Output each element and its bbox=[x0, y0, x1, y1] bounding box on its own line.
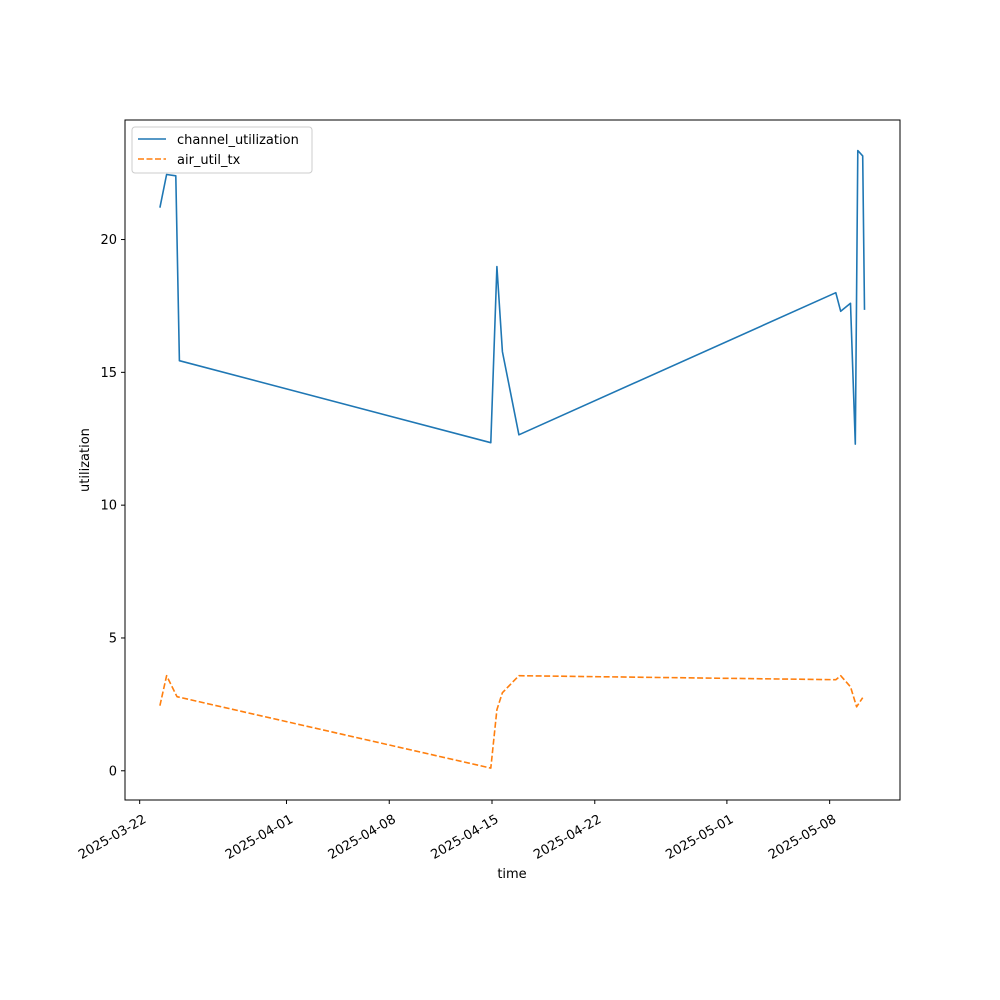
series-line-channel-utilization bbox=[159, 149, 866, 445]
y-axis-label: utilization bbox=[78, 428, 93, 492]
y-tick-label: 15 bbox=[100, 366, 117, 381]
legend-label-channel-utilization: channel_utilization bbox=[177, 133, 299, 148]
series-layer bbox=[159, 149, 866, 769]
plot-frame bbox=[124, 119, 901, 801]
series-line-air-util-tx bbox=[159, 674, 864, 769]
y-axis: 0 5 10 15 20 bbox=[100, 233, 125, 779]
y-tick-label: 10 bbox=[100, 499, 117, 514]
y-tick-label: 0 bbox=[109, 764, 117, 779]
y-tick-label: 5 bbox=[109, 631, 117, 646]
legend-label-air-util-tx: air_util_tx bbox=[177, 153, 241, 168]
x-axis-label: time bbox=[497, 867, 526, 882]
y-tick-label: 20 bbox=[100, 233, 117, 248]
legend-box bbox=[131, 126, 313, 174]
legend: channel_utilization air_util_tx bbox=[131, 126, 313, 174]
